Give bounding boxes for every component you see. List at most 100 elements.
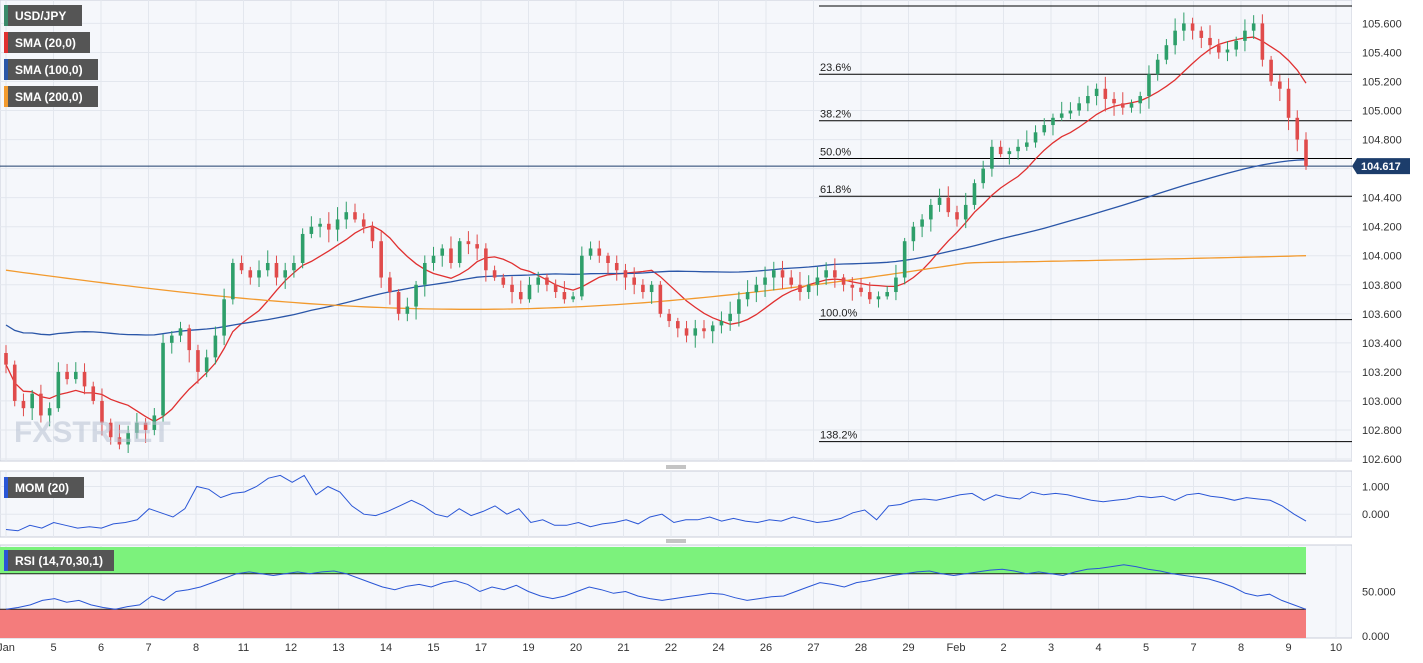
fib-label: 61.8% <box>820 184 851 196</box>
x-tick-label: 9 <box>1285 642 1291 654</box>
candle-body <box>222 299 226 336</box>
candle-body <box>135 422 139 433</box>
candle-body <box>257 270 261 278</box>
candle-body <box>440 248 445 256</box>
y-tick-label: 105.600 <box>1362 18 1402 30</box>
legend-rsi[interactable]: RSI (14,70,30,1) <box>4 550 114 571</box>
candle-body <box>998 146 1003 155</box>
candle-body <box>484 248 488 271</box>
candle-body <box>30 393 34 409</box>
mom-tick-label: 1.000 <box>1362 481 1390 493</box>
candlesticks <box>4 12 1308 453</box>
candle-body <box>300 233 305 263</box>
candle-body <box>719 321 724 326</box>
candle-body <box>361 219 366 227</box>
candle-body <box>606 255 610 263</box>
candle-body <box>1208 37 1212 46</box>
y-tick-label: 105.200 <box>1362 77 1402 89</box>
axis-bg <box>1352 0 1423 658</box>
y-tick-label: 104.800 <box>1362 135 1402 147</box>
candle-body <box>169 335 174 343</box>
legend-symbol[interactable]: USD/JPY <box>4 5 82 26</box>
y-tick-label: 104.400 <box>1362 193 1402 205</box>
y-tick-label: 103.200 <box>1362 367 1402 379</box>
rsi-line-path <box>5 564 1307 610</box>
x-tick-label: 11 <box>238 642 249 654</box>
candle-body <box>353 212 357 220</box>
candle-body <box>1120 103 1125 108</box>
rsi-line <box>5 564 1307 610</box>
candle-body <box>632 277 636 285</box>
candle-body <box>1182 23 1186 31</box>
candle-body <box>108 422 113 438</box>
candle-body <box>815 277 820 285</box>
candle-body <box>56 371 61 409</box>
candle-body <box>178 328 183 336</box>
watermark: FXSTREET <box>14 416 171 449</box>
candle-body <box>501 277 506 285</box>
candle-body <box>1278 81 1282 89</box>
candle-body <box>1269 59 1273 82</box>
legend-rsi-label: RSI (14,70,30,1) <box>15 554 103 568</box>
candle-body <box>981 168 985 184</box>
candle-body <box>100 400 104 423</box>
rsi-tick-label: 50.000 <box>1362 587 1396 599</box>
candle-body <box>283 270 287 278</box>
rsi-overbought-zone <box>0 547 1306 574</box>
legend-sma100[interactable]: SMA (100,0) <box>4 59 98 80</box>
candle-body <box>1295 117 1300 140</box>
candle-body <box>91 386 96 401</box>
fib-label: 50.0% <box>820 146 851 158</box>
candle-body <box>1016 146 1020 152</box>
candle-body <box>1138 96 1143 104</box>
fib-label: 138.2% <box>820 430 858 442</box>
candle-body <box>684 328 689 336</box>
candle-body <box>1234 40 1239 50</box>
candle-body <box>318 223 322 227</box>
x-tick-label: 10 <box>1330 642 1342 654</box>
x-tick-label: 14 <box>380 642 392 654</box>
candle-body <box>972 183 977 205</box>
x-tick-label: 28 <box>855 642 867 654</box>
splitter-handle-2[interactable] <box>666 539 686 543</box>
candle-body <box>1243 30 1247 41</box>
candle-body <box>370 226 375 242</box>
candle-body <box>1042 125 1047 133</box>
candle-body <box>431 255 436 263</box>
x-tick-label: 8 <box>193 642 199 654</box>
legend-sma200[interactable]: SMA (200,0) <box>4 86 98 107</box>
legend-sma20[interactable]: SMA (20,0) <box>4 32 90 53</box>
candle-body <box>12 364 17 401</box>
candle-body <box>1033 132 1038 143</box>
y-tick-label: 103.400 <box>1362 338 1402 350</box>
price-panel-bg <box>0 0 1353 462</box>
candle-body <box>580 255 584 297</box>
candle-body <box>475 244 479 249</box>
candle-body <box>937 197 942 205</box>
x-tick-label: 19 <box>522 642 534 654</box>
x-tick-label: 6 <box>98 642 104 654</box>
candle-body <box>1051 117 1055 126</box>
candle-body <box>231 262 235 300</box>
candle-body <box>492 270 497 278</box>
legend-mom[interactable]: MOM (20) <box>4 477 84 498</box>
candle-body <box>597 248 602 256</box>
x-axis: Jan5678111213141517192021222426272829Feb… <box>0 642 1342 654</box>
x-tick-label: 12 <box>285 642 297 654</box>
candle-body <box>911 226 916 242</box>
x-tick-label: 15 <box>427 642 439 654</box>
candle-body <box>1068 110 1073 114</box>
splitter-handle-1[interactable] <box>666 465 686 469</box>
candle-body <box>265 262 270 271</box>
x-tick-label: 5 <box>50 642 56 654</box>
candle-body <box>798 284 802 293</box>
candle-body <box>676 321 680 329</box>
y-tick-label: 103.000 <box>1362 396 1402 408</box>
last-price-value: 104.617 <box>1361 161 1401 173</box>
candle-body <box>920 219 924 227</box>
candle-body <box>789 277 794 285</box>
x-tick-label: 4 <box>1095 642 1101 654</box>
x-tick-label: 7 <box>1190 642 1196 654</box>
